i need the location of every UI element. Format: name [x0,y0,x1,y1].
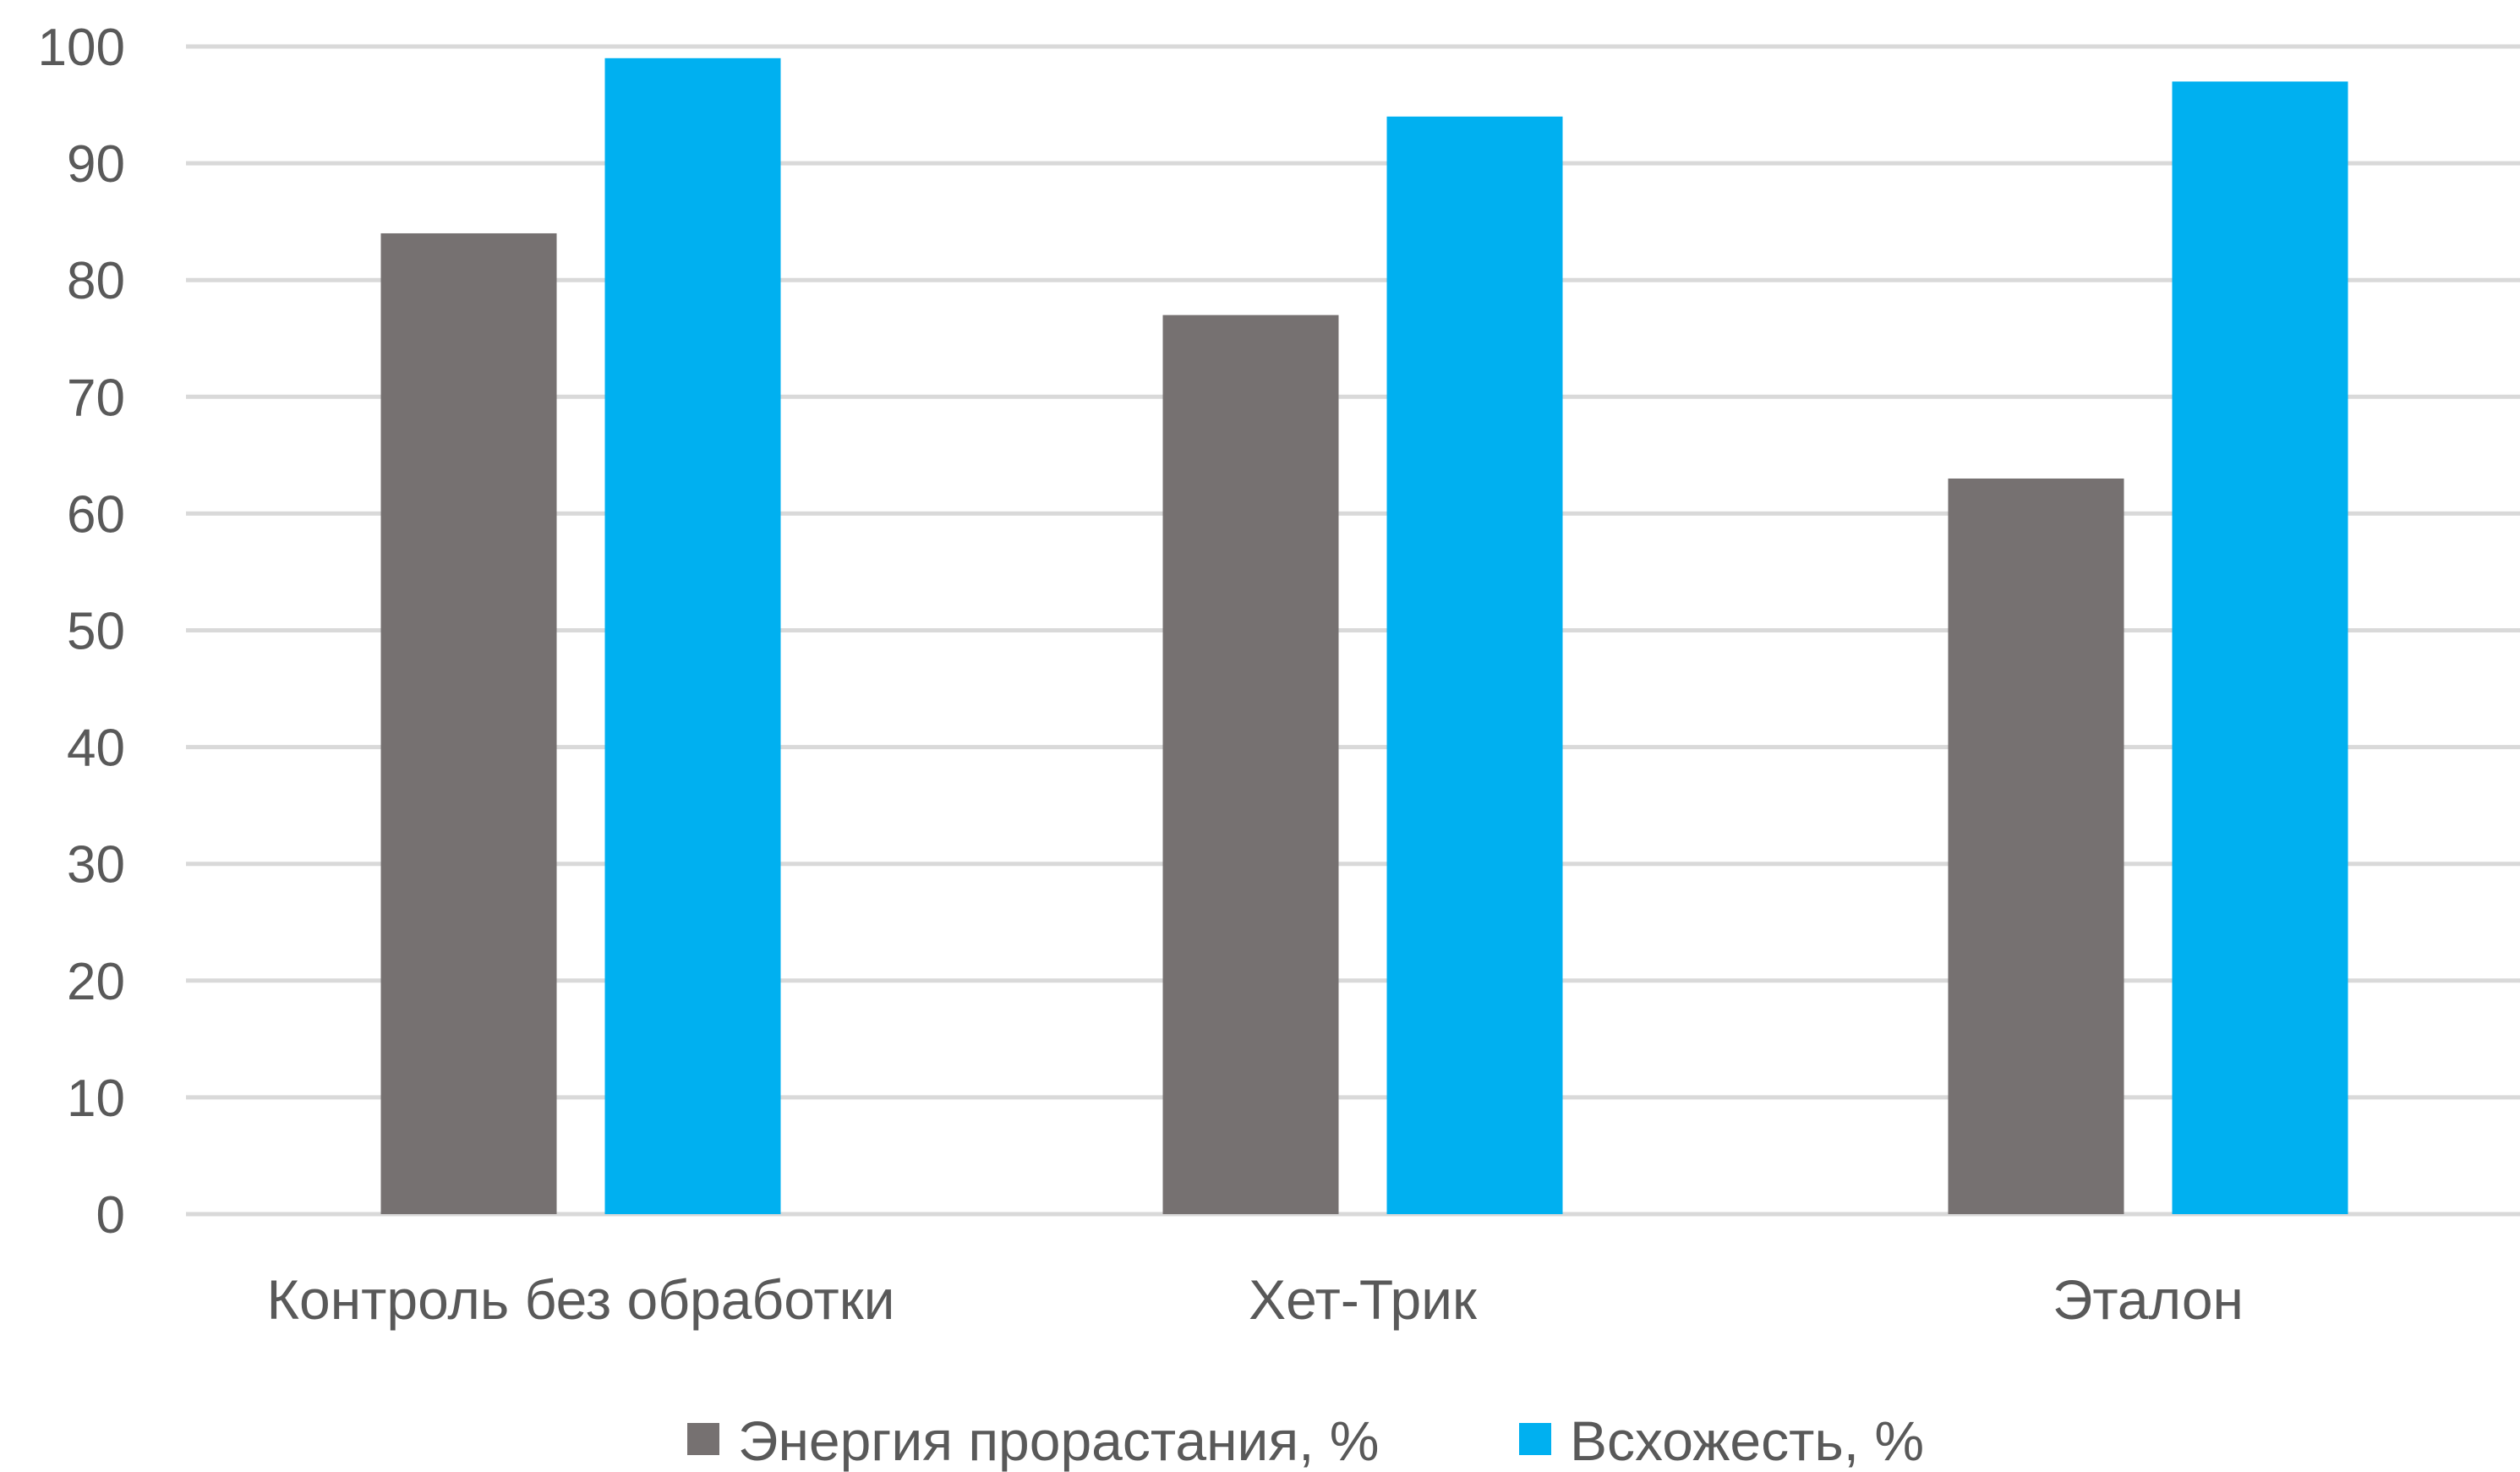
y-tick-label: 70 [67,369,125,427]
bar-energy-2 [1162,315,1339,1214]
bar-germination-3 [2172,81,2348,1214]
legend-item-germination: Всхожесть, % [1519,1409,1924,1472]
y-tick-label: 0 [96,1186,125,1245]
y-tick-label: 50 [67,603,125,661]
x-category-label: Эталон [2053,1268,2244,1331]
legend-label: Всхожесть, % [1570,1409,1924,1472]
y-axis-tick-labels: 0 10 20 30 40 50 60 70 80 90 100 [38,19,125,1245]
y-tick-label: 60 [67,485,125,544]
x-axis-category-labels: Контроль без обработки Хет-Трик Эталон [267,1268,2244,1331]
gridlines [186,44,2520,1217]
y-tick-label: 40 [67,720,125,778]
x-category-label: Контроль без обработки [267,1268,895,1331]
y-tick-label: 20 [67,953,125,1011]
legend: Энергия прорастания, % Всхожесть, % [687,1409,1924,1472]
x-category-label: Хет-Трик [1249,1268,1478,1331]
legend-item-energy: Энергия прорастания, % [687,1409,1379,1472]
bar-germination-1 [604,57,781,1214]
bar-germination-2 [1386,116,1563,1215]
y-tick-label: 10 [67,1070,125,1128]
legend-swatch [1519,1423,1551,1455]
bar-energy-1 [380,233,557,1215]
legend-label: Энергия прорастания, % [738,1409,1379,1472]
bars [380,57,2348,1215]
y-tick-label: 100 [38,19,125,77]
legend-swatch [687,1423,719,1455]
y-tick-label: 90 [67,135,125,194]
y-tick-label: 80 [67,252,125,310]
bar-energy-3 [1948,478,2124,1214]
y-tick-label: 30 [67,836,125,895]
